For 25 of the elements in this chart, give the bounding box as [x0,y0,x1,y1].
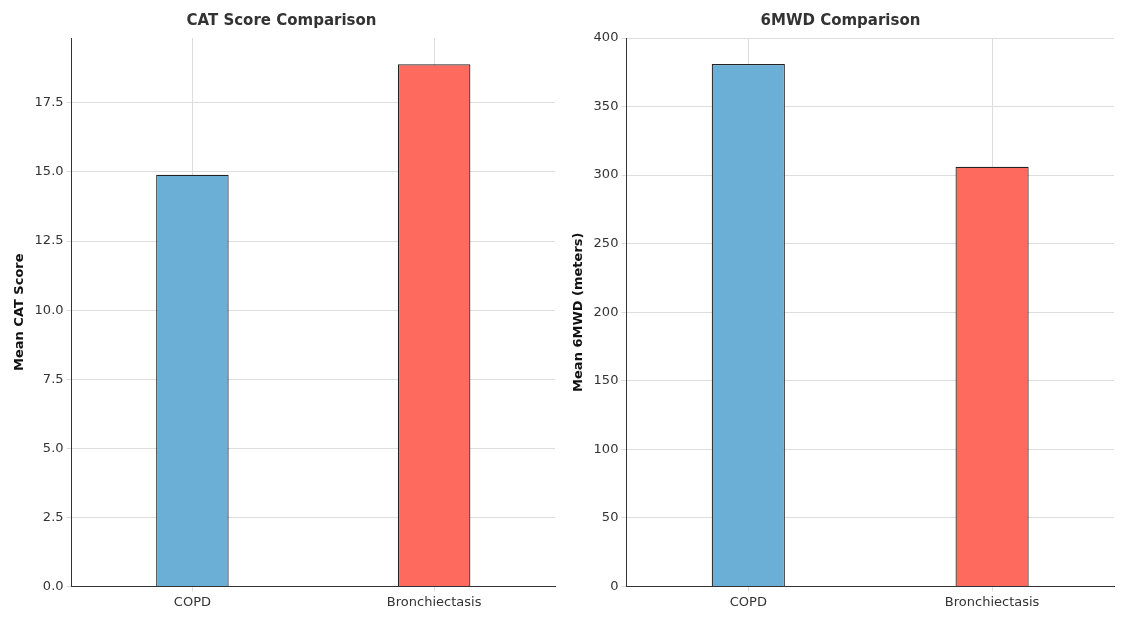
y-tick-label: 50 [601,509,619,525]
y-tick-label: 12.5 [34,232,64,248]
x-tick-label: Bronchiectasis [944,593,1040,609]
y-tick-label: 0 [610,577,619,593]
y-tick-label: 250 [593,235,619,251]
y-tick-label: 10.0 [34,301,64,317]
y-tick-label: 100 [593,440,619,456]
y-tick-label: 5.0 [42,439,64,455]
y-axis-title: Mean CAT Score [11,253,27,371]
y-tick-label: 200 [593,303,619,319]
y-tick-label: 17.5 [34,94,64,110]
x-tick-label: COPD [173,593,211,609]
y-tick-label: 300 [593,166,619,182]
y-tick-label: 400 [593,29,619,45]
x-tick-label: Bronchiectasis [386,593,482,609]
y-tick-label: 150 [593,372,619,388]
x-tick-label: COPD [729,593,767,609]
y-tick-label: 2.5 [42,508,64,524]
y-tick-label: 350 [593,97,619,113]
y-tick-label: 0.0 [42,577,64,593]
chart-title: CAT Score Comparison [186,10,377,29]
y-tick-label: 15.0 [34,163,64,179]
chart-title: 6MWD Comparison [760,10,921,29]
y-tick-label: 7.5 [42,370,64,386]
y-axis-title: Mean 6MWD (meters) [570,232,586,392]
